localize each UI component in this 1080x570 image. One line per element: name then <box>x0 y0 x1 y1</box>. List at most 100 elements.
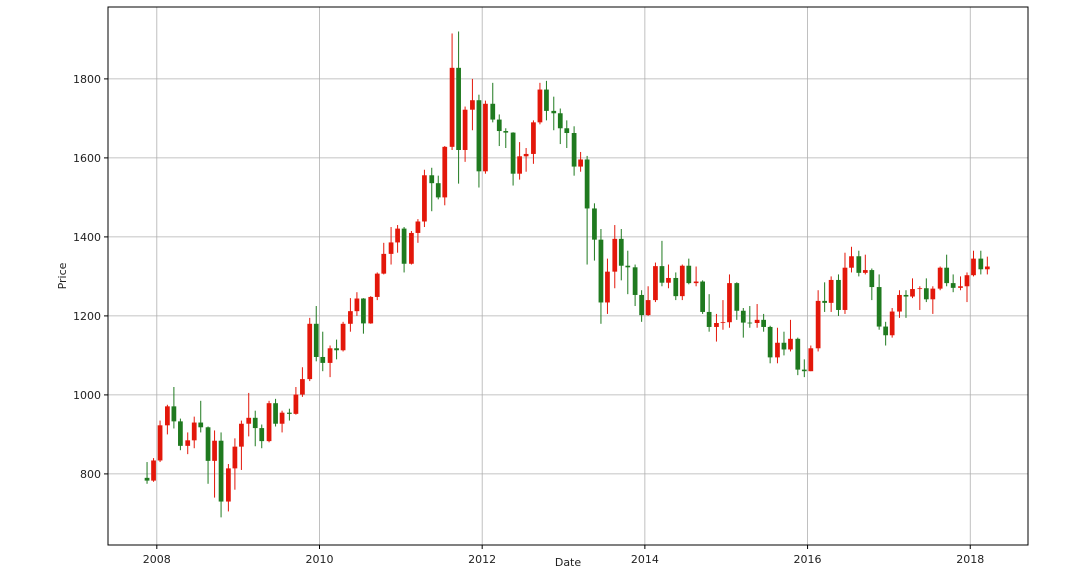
candle-body <box>496 119 502 132</box>
plot-frame <box>107 6 1029 546</box>
candle-body <box>700 281 705 312</box>
candle-body <box>897 294 902 312</box>
candle-body <box>381 253 387 274</box>
candle-body <box>836 279 841 310</box>
candle-body <box>612 238 618 272</box>
candle-body <box>401 228 407 264</box>
candle-body <box>361 298 366 324</box>
candle-body <box>639 294 644 316</box>
candle-body <box>185 440 191 446</box>
candle-body <box>801 369 807 372</box>
candle-body <box>503 131 509 133</box>
candle-body <box>266 403 272 442</box>
candle-body <box>856 256 862 273</box>
candle-body <box>456 67 461 150</box>
candle-body <box>178 421 183 446</box>
candle-body <box>679 265 685 297</box>
candle-body <box>659 266 665 283</box>
candle-body <box>537 89 543 123</box>
candle-body <box>483 103 488 172</box>
candle-body <box>395 228 400 243</box>
candle-body <box>449 67 455 147</box>
x-tick-label: 2010 <box>305 553 333 566</box>
candle-body <box>300 379 305 395</box>
candle-body <box>883 326 889 336</box>
candle-body <box>984 266 990 270</box>
candle-body <box>775 342 780 358</box>
candle-body <box>334 348 339 351</box>
candle-body <box>849 256 854 268</box>
candle-body <box>944 267 950 284</box>
candle-body <box>815 300 821 349</box>
candle-body <box>653 266 658 301</box>
y-axis-label: Price <box>56 262 69 289</box>
candle-body <box>740 310 746 323</box>
candle-body <box>978 258 984 270</box>
candle-body <box>842 267 848 310</box>
candle-body <box>551 110 557 114</box>
x-axis-label: Date <box>555 556 582 569</box>
y-tick-label: 1400 <box>73 231 101 244</box>
candle-body <box>727 283 732 323</box>
x-tick-label: 2018 <box>956 553 984 566</box>
candle-body <box>517 156 522 174</box>
x-tick-label: 2014 <box>631 553 659 566</box>
candle-body <box>531 122 536 154</box>
candle-body <box>584 159 590 209</box>
candle-body <box>320 356 326 363</box>
candle-body <box>409 232 414 264</box>
candle-body <box>388 242 394 254</box>
candle-body <box>340 323 346 351</box>
candle-body <box>828 279 834 303</box>
candle-body <box>714 323 719 327</box>
candle-body <box>923 288 929 300</box>
candle-body <box>808 348 814 372</box>
candle-body <box>470 100 475 110</box>
candle-body <box>788 338 793 350</box>
candle-body <box>307 323 313 380</box>
candle-body <box>958 286 963 288</box>
candle-body <box>368 296 374 324</box>
candle-body <box>287 412 292 414</box>
candle-body <box>435 183 441 198</box>
candle-body <box>239 423 244 447</box>
candle-body <box>476 100 482 172</box>
candle-body <box>571 133 577 167</box>
candle-body <box>862 270 868 273</box>
candle-body <box>917 288 923 290</box>
candle-body <box>734 283 740 311</box>
candle-body <box>876 287 882 327</box>
candle-body <box>374 273 380 297</box>
candle-body <box>930 288 936 300</box>
candle-body <box>950 283 956 288</box>
candle-body <box>910 289 915 297</box>
x-tick-label: 2016 <box>794 553 822 566</box>
candle-body <box>144 477 150 481</box>
y-tick-label: 1000 <box>73 389 101 402</box>
candle-body <box>198 422 204 428</box>
candle-body <box>226 468 231 502</box>
candle-body <box>761 319 767 327</box>
candle-body <box>706 311 712 327</box>
candle-body <box>273 403 278 424</box>
candle-body <box>279 412 285 424</box>
candle-body <box>618 238 624 266</box>
candle-body <box>686 265 692 284</box>
candle-body <box>666 277 671 283</box>
candle-body <box>544 89 549 111</box>
candle-body <box>429 175 435 184</box>
candle-body <box>747 322 753 324</box>
x-tick-label: 2012 <box>468 553 496 566</box>
candle-body <box>415 221 421 233</box>
candle-body <box>632 267 638 295</box>
y-tick-label: 1800 <box>73 73 101 86</box>
candle-body <box>557 113 563 129</box>
candle-body <box>578 159 583 167</box>
candle-body <box>313 323 319 357</box>
candle-body <box>157 425 163 461</box>
candle-body <box>903 294 909 297</box>
candle-body <box>720 322 726 324</box>
candle-body <box>937 267 943 289</box>
candle-body <box>212 440 217 461</box>
y-tick-label: 1600 <box>73 152 101 165</box>
